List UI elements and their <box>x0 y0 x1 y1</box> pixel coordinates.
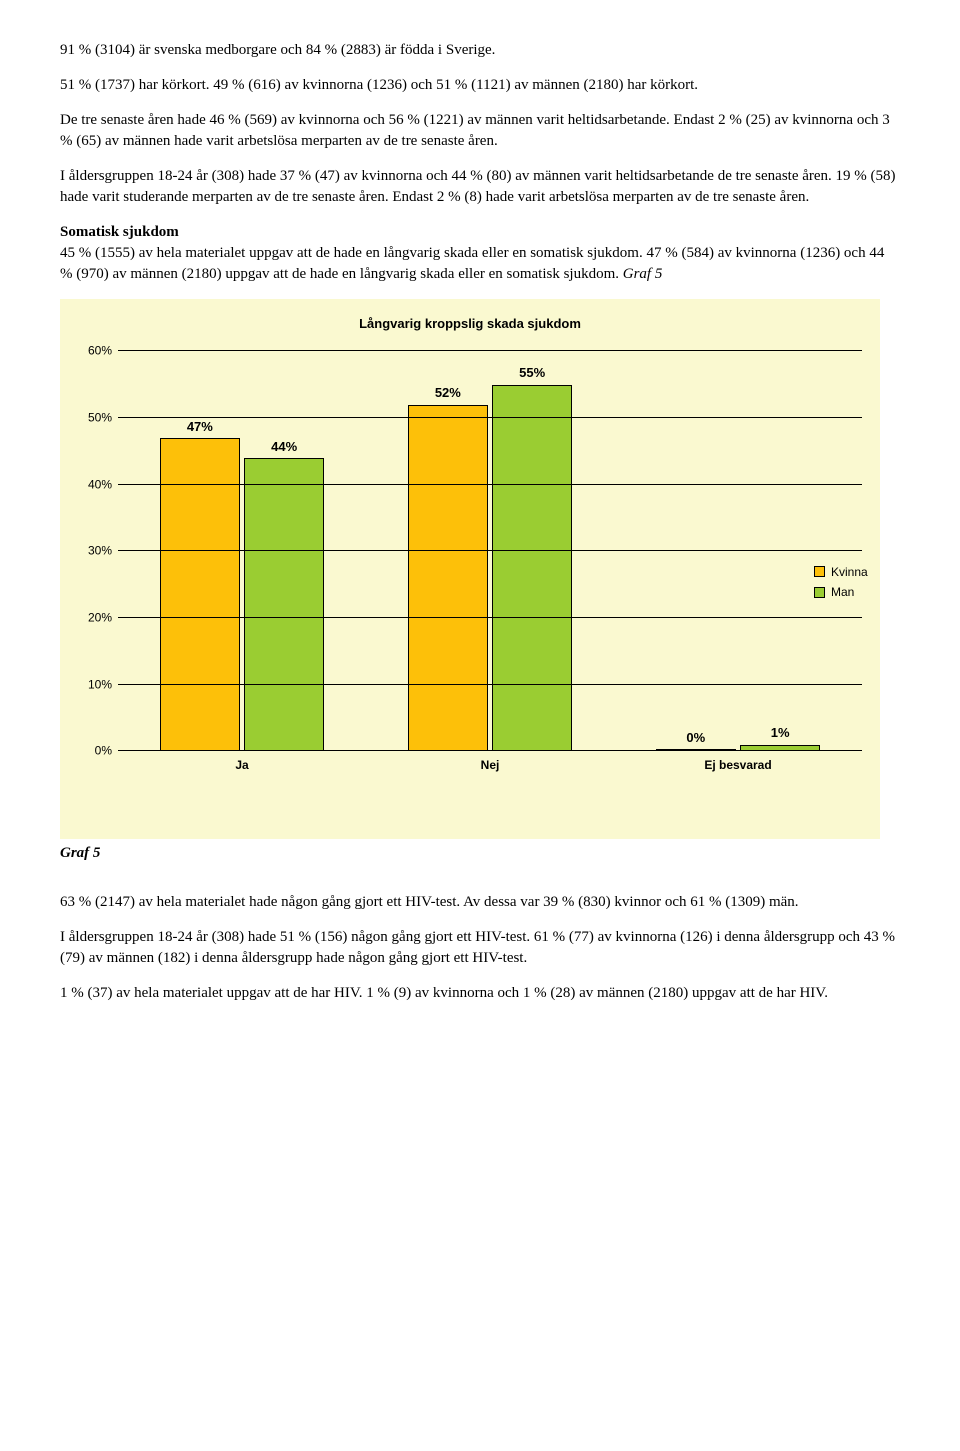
y-tick-label: 50% <box>88 409 112 426</box>
gridline <box>118 350 862 351</box>
y-tick-label: 10% <box>88 676 112 693</box>
paragraph-6: 63 % (2147) av hela materialet hade någo… <box>60 892 900 913</box>
bar: 44% <box>244 458 323 751</box>
legend-swatch <box>814 587 825 598</box>
gridline <box>118 550 862 551</box>
gridline <box>118 484 862 485</box>
y-tick-label: 30% <box>88 543 112 560</box>
legend-item: Man <box>814 584 884 601</box>
paragraph-3: De tre senaste åren hade 46 % (569) av k… <box>60 110 900 152</box>
somatisk-heading-para: Somatisk sjukdom 45 % (1555) av hela mat… <box>60 222 900 285</box>
x-axis-labels: JaNejEj besvarad <box>118 757 862 774</box>
bar-value-label: 55% <box>519 364 545 385</box>
gridline <box>118 617 862 618</box>
graf5-caption: Graf 5 <box>60 843 900 864</box>
legend-item: Kvinna <box>814 564 884 581</box>
legend-swatch <box>814 566 825 577</box>
bar-value-label: 47% <box>187 418 213 439</box>
paragraph-1: 91 % (3104) är svenska medborgare och 84… <box>60 40 900 61</box>
y-tick-label: 0% <box>95 743 112 760</box>
paragraph-7: I åldersgruppen 18-24 år (308) hade 51 %… <box>60 927 900 969</box>
paragraph-5a: 45 % (1555) av hela materialet uppgav at… <box>60 245 884 282</box>
chart-legend: Kvinna Man <box>814 564 884 606</box>
bar: 55% <box>492 385 571 752</box>
category-group: 52%55% <box>366 351 614 751</box>
y-tick-label: 20% <box>88 609 112 626</box>
bar: 47% <box>160 438 239 751</box>
paragraph-2: 51 % (1737) har körkort. 49 % (616) av k… <box>60 75 900 96</box>
gridline <box>118 684 862 685</box>
legend-label: Man <box>831 584 854 601</box>
bar: 52% <box>408 405 487 752</box>
bar-value-label: 0% <box>686 729 705 750</box>
bar-chart: Långvarig kroppslig skada sjukdom 0% 10% 2… <box>60 299 880 839</box>
somatisk-heading: Somatisk sjukdom <box>60 224 179 240</box>
bar-value-label: 44% <box>271 438 297 459</box>
y-tick-label: 60% <box>88 343 112 360</box>
gridline <box>118 750 862 751</box>
legend-label: Kvinna <box>831 564 868 581</box>
bar-value-label: 1% <box>771 724 790 745</box>
graf5-inline: Graf 5 <box>623 266 663 282</box>
paragraph-4: I åldersgruppen 18-24 år (308) hade 37 %… <box>60 166 900 208</box>
y-axis: 0%10%20%30%40%50%60% <box>78 351 118 751</box>
x-axis-label: Ej besvarad <box>614 757 862 774</box>
bars-layer: 47%44%52%55%0%1% <box>118 351 862 751</box>
paragraph-8: 1 % (37) av hela materialet uppgav att d… <box>60 983 900 1004</box>
y-tick-label: 40% <box>88 476 112 493</box>
gridline <box>118 417 862 418</box>
category-group: 47%44% <box>118 351 366 751</box>
category-group: 0% 1% <box>614 351 862 751</box>
x-axis-label: Ja <box>118 757 366 774</box>
plot-area: 47%44%52%55%0%1% <box>118 351 862 751</box>
bar-value-label: 52% <box>435 384 461 405</box>
chart-title: Långvarig kroppslig skada sjukdom <box>78 315 862 333</box>
x-axis-label: Nej <box>366 757 614 774</box>
